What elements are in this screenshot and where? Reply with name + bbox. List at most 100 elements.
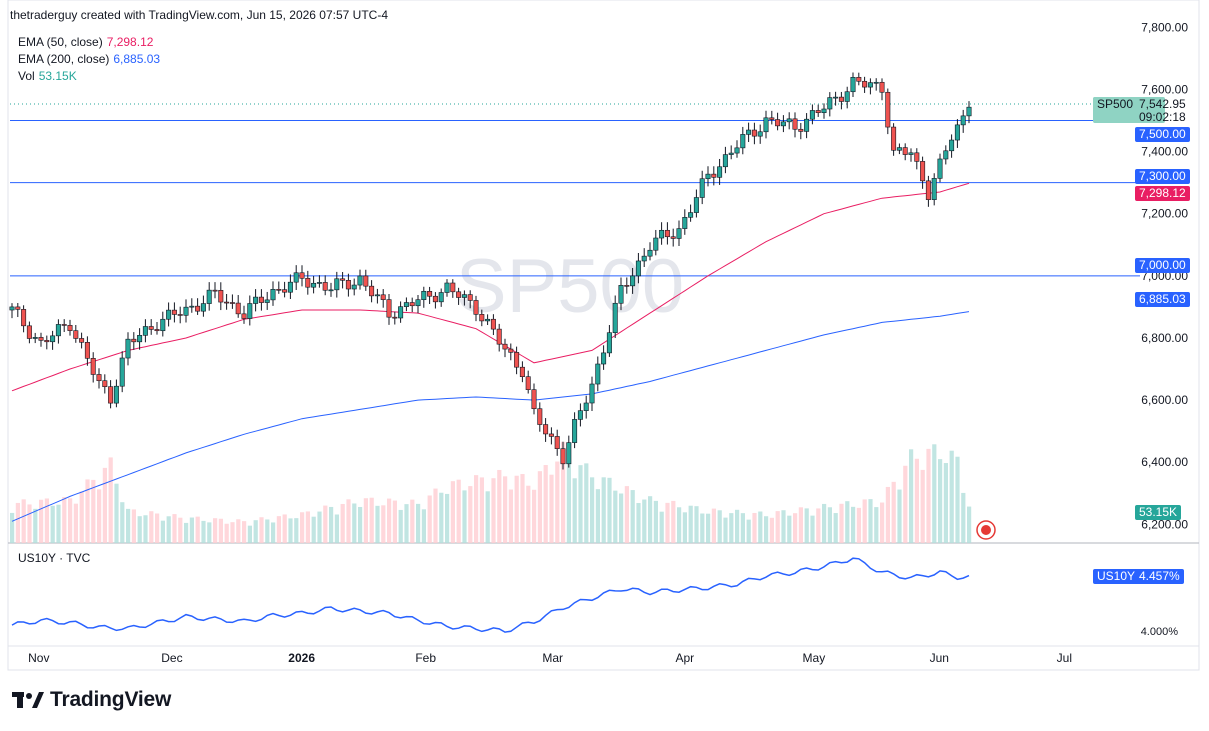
volume-bar	[398, 509, 403, 543]
candle-body	[937, 158, 943, 179]
volume-bar	[885, 486, 890, 543]
volume-bar	[926, 448, 931, 543]
candle-body	[415, 299, 421, 307]
ema-lines	[11, 182, 970, 522]
grid	[7, 0, 1200, 671]
candle-body	[751, 129, 757, 137]
candle-body	[461, 294, 467, 298]
legend-ema200-value: 6,885.03	[113, 52, 161, 66]
volume-bar	[126, 508, 131, 543]
candle-body	[293, 272, 299, 283]
candle-body	[421, 290, 427, 301]
volume-bar	[543, 465, 548, 543]
volume-bar	[729, 513, 734, 543]
candle-body	[212, 289, 218, 292]
volume-bar	[253, 520, 258, 543]
volume-bar	[822, 503, 827, 543]
x-tick-label: Jun	[930, 651, 949, 665]
candle-body	[224, 301, 230, 304]
candle-body	[195, 305, 201, 312]
volume-bar	[549, 474, 554, 543]
volume-bar	[79, 491, 84, 543]
candle-body	[931, 178, 937, 200]
candle-body	[914, 152, 920, 162]
volume-bar	[903, 465, 908, 543]
volume-bar	[456, 479, 461, 543]
tradingview-logo[interactable]: TradingView	[12, 688, 171, 712]
legend-volume-value: 53.15K	[38, 69, 77, 83]
volume-bar	[375, 505, 380, 543]
candle-body	[38, 337, 44, 341]
candle-body	[589, 383, 595, 404]
y-tick-label: 6,600.00	[1141, 393, 1188, 407]
candle-body	[108, 386, 114, 404]
volume-bar	[288, 518, 293, 543]
volume-bar	[874, 507, 879, 543]
level-7000-tag: 7,000.00	[1135, 258, 1190, 273]
volume-bar	[462, 490, 467, 543]
candle-body	[125, 338, 131, 359]
volume-bar	[334, 514, 339, 543]
candle-body	[775, 119, 781, 127]
volume-bar	[764, 516, 769, 543]
candle-body	[131, 338, 137, 343]
volume-bar	[590, 477, 595, 543]
legend-volume[interactable]: Vol 53.15K	[18, 69, 77, 83]
volume-bar	[207, 522, 212, 543]
volume-bar	[706, 513, 711, 543]
candle-body	[334, 278, 340, 291]
candle-body	[705, 173, 711, 180]
volume-bar	[189, 517, 194, 543]
horizontal-levels	[10, 120, 1140, 277]
us10y-symbol-tag: US10Y	[1093, 569, 1140, 584]
volume-bar	[578, 465, 583, 543]
legend-ema50[interactable]: EMA (50, close) 7,298.12	[18, 35, 153, 49]
candle-body	[166, 309, 172, 320]
candle-body	[763, 117, 769, 133]
volume-bar	[421, 509, 426, 543]
candle-body	[177, 314, 183, 316]
candle-body	[740, 134, 746, 149]
x-tick-label: Feb	[415, 651, 436, 665]
y-tick-label: 7,600.00	[1141, 82, 1188, 96]
candle-body	[757, 131, 763, 137]
candle-body	[73, 330, 79, 339]
legend-ema50-value: 7,298.12	[106, 35, 154, 49]
volume-bar	[305, 511, 310, 543]
volume-bar	[33, 508, 38, 543]
candle-body	[647, 249, 653, 257]
candle-body	[624, 285, 630, 287]
candle-body	[548, 433, 554, 437]
volume-bar	[949, 450, 954, 543]
volume-bar	[752, 512, 757, 543]
candle-body	[606, 332, 612, 354]
candle-body	[374, 294, 380, 297]
volume-bar	[746, 519, 751, 543]
candle-body	[879, 81, 885, 93]
candle-body	[635, 260, 641, 277]
candle-body	[711, 173, 717, 178]
legend-ema200[interactable]: EMA (200, close) 6,885.03	[18, 52, 160, 66]
last-price-tag: 7,542.95	[1139, 97, 1186, 111]
volume-bar	[508, 489, 513, 543]
candle-body	[618, 285, 624, 304]
candle-body	[171, 309, 177, 315]
volume-bar	[416, 503, 421, 543]
volume-bar	[682, 512, 687, 543]
candle-body	[896, 147, 902, 151]
axes: 6,200.00 6,400.00 6,600.00 6,800.00 7,000.00…	[28, 20, 1188, 665]
volume-bar	[236, 519, 241, 543]
volume-bar	[259, 517, 264, 543]
candle-body	[566, 442, 572, 465]
candle-body	[15, 306, 21, 310]
volume-bar	[392, 500, 397, 543]
volume-bar	[694, 506, 699, 543]
volume-bar	[961, 492, 966, 543]
volume-bar	[787, 515, 792, 543]
volume-bar	[155, 513, 160, 543]
candle-body	[769, 117, 775, 120]
candle-body	[183, 306, 189, 316]
candle-body	[867, 82, 873, 88]
volume-bar	[810, 515, 815, 543]
